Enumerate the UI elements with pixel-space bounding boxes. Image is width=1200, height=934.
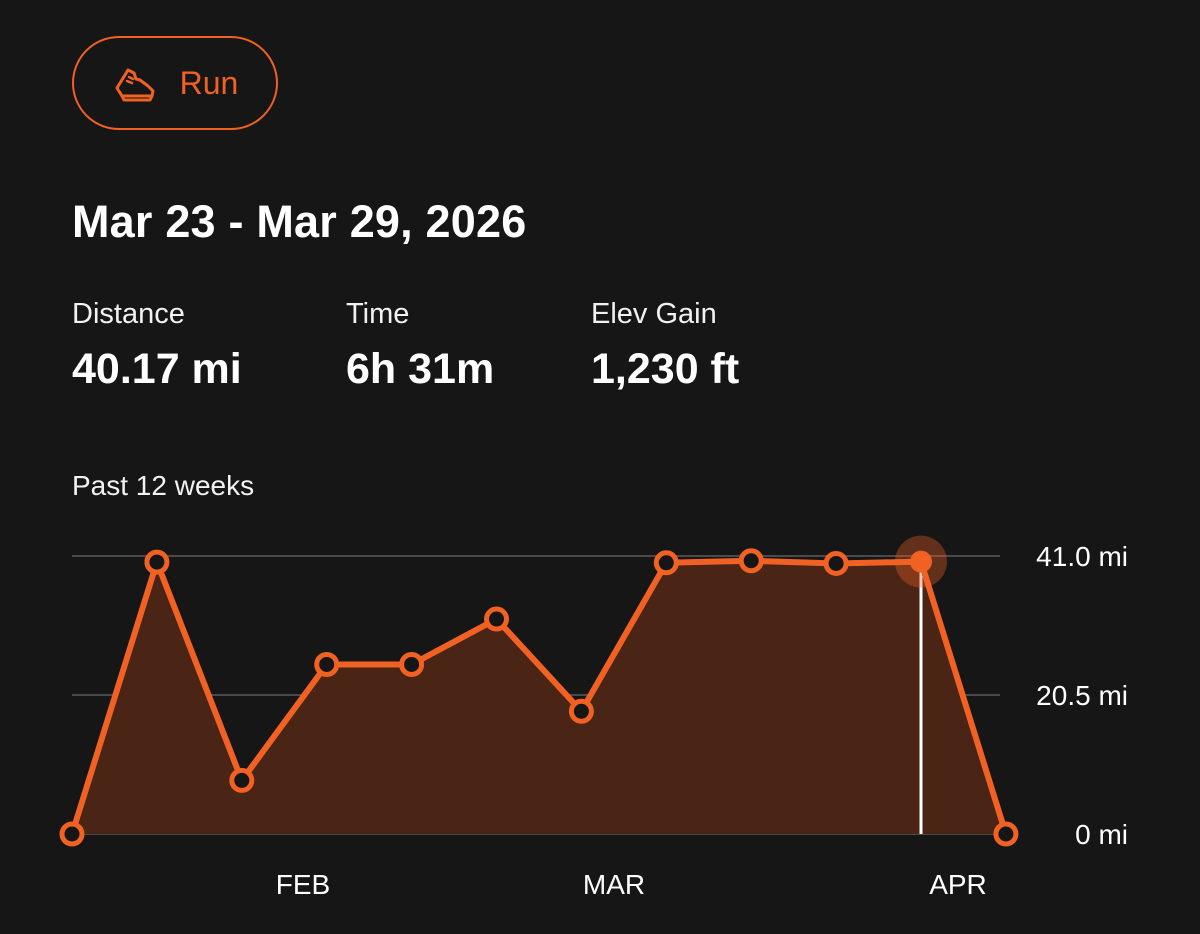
date-range-title: Mar 23 - Mar 29, 2026 [72, 196, 527, 247]
stat-distance-value: 40.17 mi [72, 345, 242, 393]
data-point-0[interactable] [59, 821, 85, 847]
activity-type-button[interactable]: Run [72, 36, 278, 130]
data-point-4[interactable] [399, 651, 425, 677]
data-point-1[interactable] [144, 549, 170, 575]
x-tick-label-apr: APR [929, 869, 987, 900]
data-point-2[interactable] [229, 767, 255, 793]
stat-time-value: 6h 31m [346, 345, 495, 393]
stat-elev-gain: Elev Gain 1,230 ft [591, 298, 739, 394]
stat-elev-gain-value: 1,230 ft [591, 345, 740, 393]
data-point-3[interactable] [314, 651, 340, 677]
x-tick-label-mar: MAR [583, 869, 645, 900]
stat-elev-gain-label: Elev Gain [591, 298, 717, 330]
data-point-9[interactable] [823, 550, 849, 576]
stat-time: Time 6h 31m [346, 298, 494, 394]
y-tick-label-1: 20.5 mi [1036, 680, 1128, 711]
data-point-11[interactable] [993, 821, 1019, 847]
data-point-selected[interactable] [910, 550, 932, 573]
y-tick-label-2: 41.0 mi [1036, 541, 1128, 572]
stat-distance-label: Distance [72, 298, 185, 330]
x-tick-label-feb: FEB [276, 869, 330, 900]
data-point-8[interactable] [738, 548, 764, 574]
chart-caption: Past 12 weeks [72, 470, 255, 501]
data-point-6[interactable] [568, 698, 594, 724]
running-shoe-icon [115, 68, 155, 102]
data-point-7[interactable] [653, 550, 679, 576]
data-point-5[interactable] [484, 606, 509, 632]
activity-type-label: Run [179, 64, 239, 101]
stat-time-label: Time [346, 298, 410, 330]
stat-distance: Distance 40.17 mi [72, 298, 242, 394]
series-area-fill [72, 560, 1006, 834]
y-tick-label-0: 0 mi [1075, 819, 1128, 850]
series-line [69, 557, 1009, 835]
